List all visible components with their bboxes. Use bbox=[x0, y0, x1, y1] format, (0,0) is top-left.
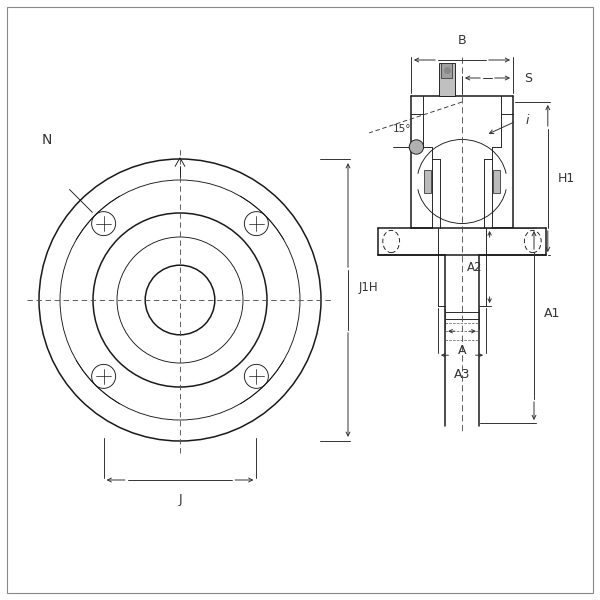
Text: A3: A3 bbox=[454, 368, 470, 382]
Text: J: J bbox=[178, 493, 182, 506]
Text: B: B bbox=[458, 34, 466, 47]
Circle shape bbox=[409, 140, 424, 154]
Text: N: N bbox=[42, 133, 52, 147]
Text: A1: A1 bbox=[544, 307, 560, 320]
Bar bbox=[424, 170, 431, 193]
Text: S: S bbox=[524, 71, 532, 85]
Bar bbox=[442, 63, 452, 78]
Text: A2: A2 bbox=[467, 260, 482, 274]
Bar bbox=[493, 170, 500, 193]
Text: 15°: 15° bbox=[392, 124, 411, 134]
Text: i: i bbox=[526, 113, 529, 127]
Text: J1H: J1H bbox=[359, 281, 379, 295]
Text: H1: H1 bbox=[557, 172, 575, 185]
Bar bbox=[439, 63, 455, 96]
Text: A: A bbox=[458, 344, 466, 358]
